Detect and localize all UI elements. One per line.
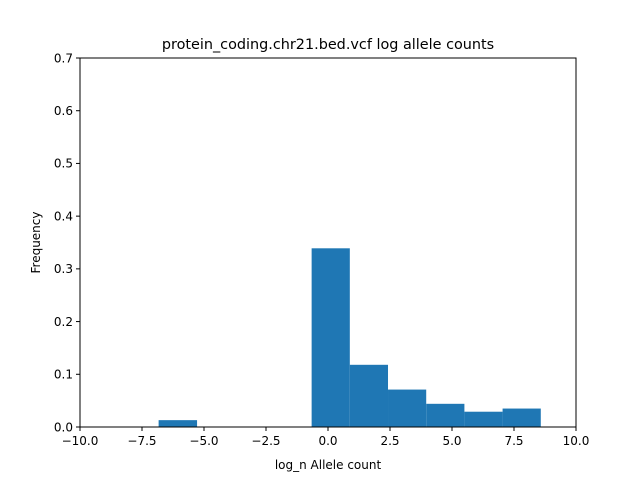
x-tick-label: −7.5 xyxy=(127,434,156,448)
x-tick-label: −2.5 xyxy=(251,434,280,448)
x-tick-label: −10.0 xyxy=(62,434,99,448)
y-axis-ticks: 0.0 0.1 0.2 0.3 0.4 0.5 0.6 0.7 xyxy=(54,51,80,434)
x-tick-label: 0.0 xyxy=(318,434,337,448)
histogram-bar xyxy=(349,364,389,427)
x-tick-label: −5.0 xyxy=(189,434,218,448)
chart-title: protein_coding.chr21.bed.vcf log allele … xyxy=(162,37,494,53)
histogram-bar xyxy=(464,411,503,427)
histogram-bar xyxy=(158,420,198,427)
x-axis-label: log_n Allele count xyxy=(275,458,382,472)
y-tick-label: 0.6 xyxy=(54,104,73,118)
y-tick-label: 0.2 xyxy=(54,315,73,329)
x-tick-label: 7.5 xyxy=(504,434,523,448)
y-tick-label: 0.3 xyxy=(54,262,73,276)
histogram-bars xyxy=(158,248,541,427)
x-tick-label: 10.0 xyxy=(563,434,590,448)
x-tick-label: 2.5 xyxy=(380,434,399,448)
histogram-bar xyxy=(426,403,465,427)
y-tick-label: 0.4 xyxy=(54,209,73,223)
y-tick-label: 0.7 xyxy=(54,51,73,65)
x-axis-ticks: −10.0 −7.5 −5.0 −2.5 0.0 2.5 5.0 7.5 10.0 xyxy=(62,427,590,448)
histogram-bar xyxy=(388,389,427,427)
y-axis-label: Frequency xyxy=(29,212,43,274)
histogram-bar xyxy=(311,248,350,427)
x-tick-label: 5.0 xyxy=(442,434,461,448)
y-tick-label: 0.5 xyxy=(54,157,73,171)
y-tick-label: 0.0 xyxy=(54,420,73,434)
histogram-bar xyxy=(502,408,541,427)
y-tick-label: 0.1 xyxy=(54,368,73,382)
